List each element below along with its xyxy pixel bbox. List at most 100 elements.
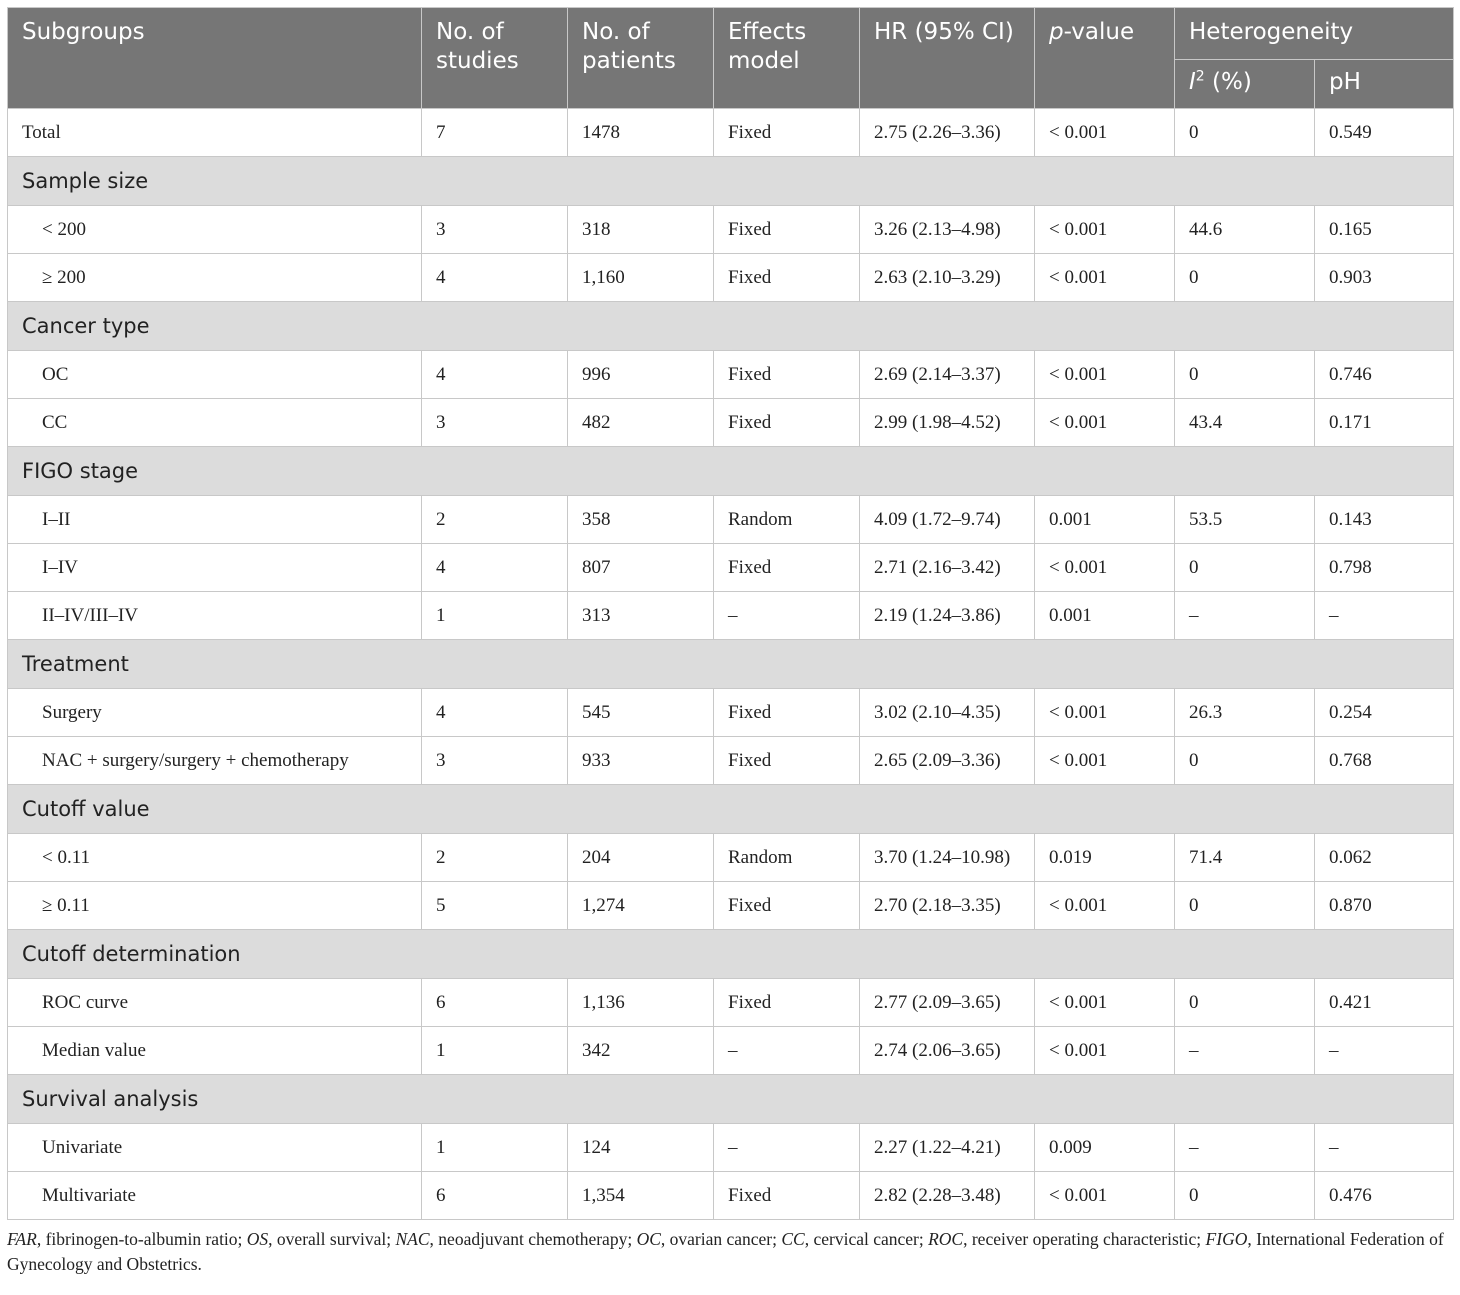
cell-i2: – [1174, 1026, 1315, 1075]
cell-ph: 0.746 [1313, 350, 1455, 399]
footnote-abbr: FAR [7, 1229, 37, 1249]
cell-effects-model: Random [713, 833, 860, 882]
cell-p-value: < 0.001 [1034, 543, 1175, 592]
footnote-text: , receiver operating characteristic; [963, 1229, 1206, 1249]
cell-ph: 0.143 [1313, 495, 1455, 544]
cell-effects-model: Fixed [713, 978, 860, 1027]
cell-p-value: 0.009 [1034, 1123, 1175, 1172]
cell-studies: 3 [421, 398, 568, 447]
row-label: I–II [7, 495, 422, 544]
row-label: ≥ 200 [7, 253, 422, 302]
table-row: < 0.11 2 204 Random 3.70 (1.24–10.98) 0.019 71… [7, 833, 1455, 882]
header-p-rest: -value [1063, 19, 1135, 45]
cell-effects-model: – [713, 1026, 860, 1075]
cell-hr: 2.99 (1.98–4.52) [859, 398, 1035, 447]
group-header-row: Cutoff value [6, 784, 1455, 834]
row-label: ROC curve [7, 978, 422, 1027]
row-label: ≥ 0.11 [7, 881, 422, 930]
header-i2-letter: I [1189, 69, 1196, 95]
cell-effects-model: Fixed [713, 108, 860, 157]
cell-hr: 2.70 (2.18–3.35) [859, 881, 1035, 930]
footnote-abbr: NAC [395, 1229, 430, 1249]
cell-effects-model: Fixed [713, 205, 860, 254]
cell-effects-model: – [713, 1123, 860, 1172]
cell-ph: 0.165 [1313, 205, 1455, 254]
cell-ph: 0.903 [1313, 253, 1455, 302]
cell-i2: 0 [1174, 253, 1315, 302]
row-label: < 0.11 [7, 833, 422, 882]
cell-hr: 2.75 (2.26–3.36) [859, 108, 1035, 157]
group-header-row: Sample size [6, 156, 1455, 206]
cell-i2: 0 [1174, 1171, 1315, 1220]
footnote-abbr: CC [781, 1229, 805, 1249]
cell-studies: 4 [421, 253, 568, 302]
cell-studies: 6 [421, 1171, 568, 1220]
table-row: ≥ 0.11 5 1,274 Fixed 2.70 (2.18–3.35) < 0.001… [7, 881, 1455, 930]
header-ph: pH [1313, 59, 1455, 109]
cell-patients: 1,274 [567, 881, 714, 930]
cell-hr: 2.74 (2.06–3.65) [859, 1026, 1035, 1075]
cell-ph: 0.870 [1313, 881, 1455, 930]
cell-i2: 0 [1174, 736, 1315, 785]
cell-studies: 1 [421, 1026, 568, 1075]
row-label: Multivariate [7, 1171, 422, 1220]
cell-i2: 0 [1174, 881, 1315, 930]
table-row: Univariate 1 124–2.27 (1.22–4.21) 0.009– – [7, 1123, 1455, 1172]
header-i2-sup: 2 [1195, 68, 1205, 85]
cell-patients: 1,160 [567, 253, 714, 302]
cell-studies: 4 [421, 350, 568, 399]
cell-p-value: < 0.001 [1034, 881, 1175, 930]
table-row: NAC + surgery/surgery + chemotherapy 3 933… [7, 736, 1455, 785]
cell-hr: 2.63 (2.10–3.29) [859, 253, 1035, 302]
cell-i2: 26.3 [1174, 688, 1315, 737]
cell-patients: 482 [567, 398, 714, 447]
cell-studies: 3 [421, 205, 568, 254]
row-label: Total [7, 108, 422, 157]
table-body: Total 7 1478 Fixed 2.75 (2.26–3.36) < 0.… [6, 108, 1455, 1220]
cell-effects-model: Fixed [713, 350, 860, 399]
cell-i2: 53.5 [1174, 495, 1315, 544]
cell-effects-model: – [713, 591, 860, 640]
header-p-value: p-value [1034, 7, 1175, 109]
cell-i2: 0 [1174, 350, 1315, 399]
cell-patients: 358 [567, 495, 714, 544]
cell-ph: – [1313, 591, 1455, 640]
cell-studies: 2 [421, 495, 568, 544]
cell-effects-model: Fixed [713, 1171, 860, 1220]
header-subgroups: Subgroups [7, 7, 422, 109]
cell-p-value: < 0.001 [1034, 688, 1175, 737]
cell-p-value: < 0.001 [1034, 978, 1175, 1027]
table-container: Subgroups No. of studies No. of patients… [6, 7, 1455, 1277]
cell-effects-model: Fixed [713, 543, 860, 592]
cell-p-value: < 0.001 [1034, 398, 1175, 447]
cell-p-value: < 0.001 [1034, 736, 1175, 785]
cell-studies: 2 [421, 833, 568, 882]
cell-effects-model: Random [713, 495, 860, 544]
row-label: Median value [7, 1026, 422, 1075]
table-row: I–II 2 358 Random 4.09 (1.72–9.74) 0.001 53.5 0… [7, 495, 1455, 544]
cell-studies: 1 [421, 591, 568, 640]
footnote-text: , fibrinogen-to-albumin ratio; [36, 1229, 247, 1249]
header-p-italic: p [1049, 19, 1064, 45]
cell-p-value: < 0.001 [1034, 350, 1175, 399]
cell-studies: 1 [421, 1123, 568, 1172]
cell-studies: 4 [421, 543, 568, 592]
footnote-abbr: OC [636, 1229, 661, 1249]
cell-effects-model: Fixed [713, 736, 860, 785]
cell-hr: 3.26 (2.13–4.98) [859, 205, 1035, 254]
header-hr: HR (95% CI) [859, 7, 1035, 109]
cell-p-value: 0.001 [1034, 591, 1175, 640]
cell-i2: – [1174, 591, 1315, 640]
cell-patients: 342 [567, 1026, 714, 1075]
table-row: CC 3 482 Fixed 2.99 (1.98–4.52) < 0.001 43.4 0.… [7, 398, 1455, 447]
cell-ph: 0.254 [1313, 688, 1455, 737]
cell-studies: 7 [421, 108, 568, 157]
cell-ph: 0.421 [1313, 978, 1455, 1027]
cell-patients: 1478 [567, 108, 714, 157]
row-label: < 200 [7, 205, 422, 254]
row-label: II–IV/III–IV [7, 591, 422, 640]
header-patients: No. of patients [567, 7, 714, 109]
cell-hr: 2.77 (2.09–3.65) [859, 978, 1035, 1027]
cell-patients: 545 [567, 688, 714, 737]
row-label: Univariate [7, 1123, 422, 1172]
